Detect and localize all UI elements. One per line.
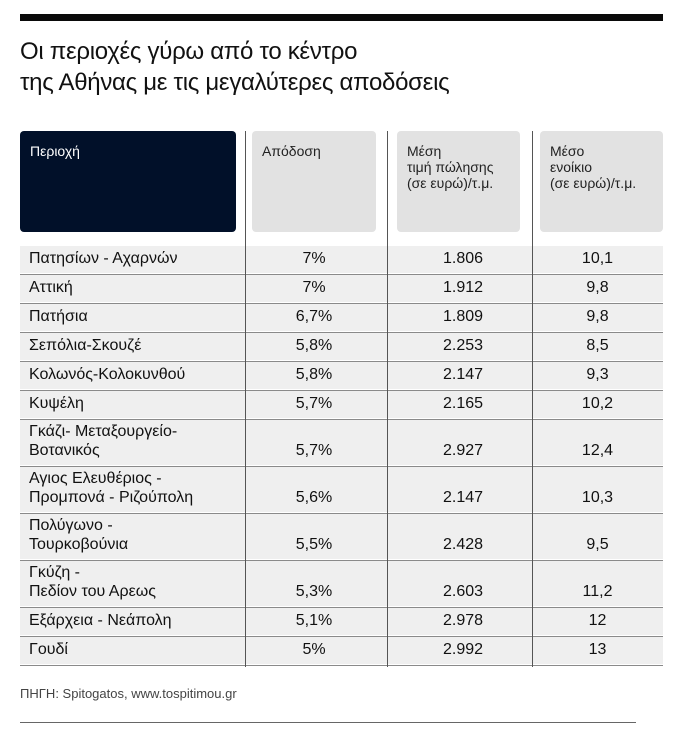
cell-yield: 5%: [302, 641, 326, 658]
table-row: Αττική 7% 1.912 9,8: [20, 275, 663, 304]
table-row: Εξάρχεια - Νεάπολη 5,1% 2.978 12: [20, 608, 663, 637]
cell-area: Γκάζι- Μεταξουργείο- Βοτανικός: [29, 423, 178, 459]
cell-yield: 5,8%: [295, 337, 333, 354]
header-area: Περιοχή: [20, 131, 236, 232]
cell-price: 2.253: [442, 337, 484, 354]
cell-price: 2.147: [442, 489, 484, 506]
cell-area: Κολωνός-Κολοκυνθού: [29, 366, 186, 383]
header-yield: Απόδοση: [252, 131, 376, 232]
cell-price: 2.978: [442, 612, 484, 629]
cell-yield: 5,5%: [295, 536, 333, 553]
table-row: Πατησίων - Αχαρνών 7% 1.806 10,1: [20, 246, 663, 275]
cell-area: Γουδί: [29, 641, 68, 658]
cell-rent: 9,3: [586, 366, 609, 383]
column-divider: [532, 131, 533, 667]
cell-area: Σεπόλια-Σκουζέ: [29, 337, 142, 354]
cell-area: Αγιος Ελευθέριος - Προμπονά - Ριζούπολη: [29, 470, 194, 506]
table-row: Πολύγωνο - Τουρκοβούνια 5,5% 2.428 9,5: [20, 514, 663, 561]
column-divider: [245, 131, 246, 667]
cell-yield: 5,7%: [295, 442, 333, 459]
cell-rent: 9,8: [586, 308, 609, 325]
bottom-rule: [20, 722, 636, 723]
cell-yield: 7%: [302, 250, 326, 267]
table-row: Κυψέλη 5,7% 2.165 10,2: [20, 391, 663, 420]
cell-price: 2.147: [442, 366, 484, 383]
source-note: ΠΗΓΗ: Spitogatos, www.tospitimou.gr: [20, 686, 237, 701]
cell-area: Πολύγωνο - Τουρκοβούνια: [29, 517, 129, 553]
cell-rent: 9,8: [586, 279, 609, 296]
top-rule: [20, 14, 663, 21]
column-divider: [387, 131, 388, 667]
cell-yield: 5,7%: [295, 395, 333, 412]
cell-rent: 10,1: [581, 250, 614, 267]
table-row: Γκάζι- Μεταξουργείο- Βοτανικός 5,7% 2.927 1…: [20, 420, 663, 467]
table-body: Πατησίων - Αχαρνών 7% 1.806 10,1 Αττική 7% 1.9…: [20, 246, 663, 666]
cell-rent: 12,4: [581, 442, 614, 459]
cell-price: 2.428: [442, 536, 484, 553]
title-line: της Αθήνας με τις μεγαλύτερες αποδόσεις: [20, 69, 450, 96]
cell-yield: 5,3%: [295, 583, 333, 600]
cell-area: Πατησίων - Αχαρνών: [29, 250, 178, 267]
header-rent: Μέσο ενοίκιο (σε ευρώ)/τ.μ.: [540, 131, 663, 232]
table-row: Πατήσια 6,7% 1.809 9,8: [20, 304, 663, 333]
cell-area: Πατήσια: [29, 308, 88, 325]
table-row: Κολωνός-Κολοκυνθού 5,8% 2.147 9,3: [20, 362, 663, 391]
cell-rent: 10,2: [581, 395, 614, 412]
page-title: Οι περιοχές γύρω από το κέντρο της Αθήνα…: [20, 36, 660, 98]
cell-price: 2.992: [442, 641, 484, 658]
cell-area: Αττική: [29, 279, 73, 296]
cell-rent: 10,3: [581, 489, 614, 506]
table-row: Γουδί 5% 2.992 13: [20, 637, 663, 666]
cell-area: Γκύζη - Πεδίον του Αρεως: [29, 564, 156, 600]
cell-price: 1.809: [442, 308, 484, 325]
table-row: Αγιος Ελευθέριος - Προμπονά - Ριζούπολη 5…: [20, 467, 663, 514]
cell-price: 2.603: [442, 583, 484, 600]
cell-area: Εξάρχεια - Νεάπολη: [29, 612, 172, 629]
cell-price: 1.912: [442, 279, 484, 296]
cell-yield: 6,7%: [295, 308, 333, 325]
cell-area: Κυψέλη: [29, 395, 84, 412]
cell-yield: 5,6%: [295, 489, 333, 506]
header-price: Μέση τιμή πώλησης (σε ευρώ)/τ.μ.: [397, 131, 520, 232]
cell-price: 2.927: [442, 442, 484, 459]
cell-rent: 11,2: [582, 583, 613, 600]
cell-price: 2.165: [442, 395, 484, 412]
cell-price: 1.806: [442, 250, 484, 267]
table-row: Σεπόλια-Σκουζέ 5,8% 2.253 8,5: [20, 333, 663, 362]
cell-rent: 8,5: [586, 337, 609, 354]
cell-rent: 13: [588, 641, 607, 658]
table-row: Γκύζη - Πεδίον του Αρεως 5,3% 2.603 11,2: [20, 561, 663, 608]
cell-yield: 5,1%: [295, 612, 333, 629]
cell-rent: 9,5: [586, 536, 609, 553]
cell-rent: 12: [588, 612, 607, 629]
title-line: Οι περιοχές γύρω από το κέντρο: [20, 38, 358, 65]
cell-yield: 7%: [302, 279, 326, 296]
cell-yield: 5,8%: [295, 366, 333, 383]
